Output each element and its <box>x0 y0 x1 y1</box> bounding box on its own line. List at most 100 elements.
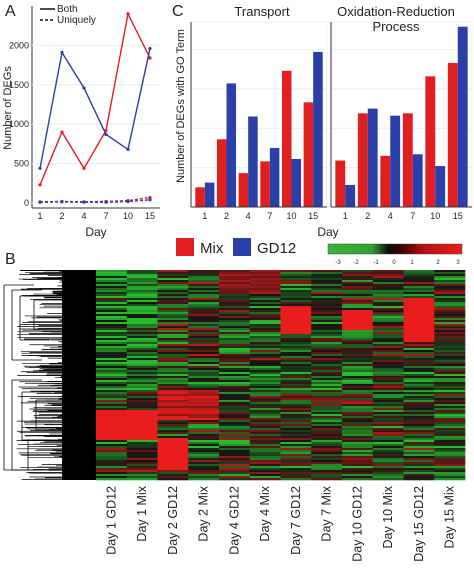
heatmap-cell <box>403 284 435 287</box>
heatmap-cell <box>157 290 189 293</box>
heatmap-cell <box>96 374 128 377</box>
heatmap-cell <box>403 280 435 283</box>
heatmap-cell <box>96 322 128 325</box>
heatmap-cell <box>188 380 220 383</box>
heatmap-cell <box>434 414 466 417</box>
heatmap-cell <box>434 294 466 297</box>
heatmap-cell <box>280 288 312 291</box>
heatmap-cell <box>249 282 281 285</box>
heatmap-cell <box>157 416 189 419</box>
heatmap-cell <box>342 374 374 377</box>
heatmap-cell <box>188 362 220 365</box>
heatmap-cell <box>342 338 374 341</box>
heatmap-cell <box>434 468 466 471</box>
heatmap-cell <box>96 314 128 317</box>
panel-c-x-tick-label: 7 <box>267 211 272 221</box>
heatmap-cell <box>249 404 281 407</box>
panel-label-b: B <box>5 251 16 268</box>
heatmap-cell <box>342 372 374 375</box>
heatmap-cell <box>311 312 343 315</box>
heatmap-cell <box>157 428 189 431</box>
heatmap-cell <box>311 474 343 477</box>
heatmap-cell <box>342 340 374 343</box>
heatmap-cell <box>434 370 466 373</box>
panel-a-x-tick-label: 7 <box>103 211 108 221</box>
heatmap-cell <box>372 352 404 355</box>
heatmap-cell <box>157 464 189 467</box>
heatmap-cell <box>96 316 128 319</box>
heatmap-cell <box>403 298 435 301</box>
heatmap-cell <box>188 440 220 443</box>
heatmap-cell <box>280 406 312 409</box>
heatmap-cell <box>280 438 312 441</box>
heatmap-cell <box>342 466 374 469</box>
heatmap-cell <box>219 356 251 359</box>
panel-a-point <box>148 195 152 200</box>
heatmap-cell <box>188 300 220 303</box>
heatmap-cell <box>342 412 374 415</box>
heatmap-cell <box>403 384 435 387</box>
heatmap-cell <box>403 416 435 419</box>
heatmap-cell <box>342 408 374 411</box>
heatmap-cell <box>434 462 466 465</box>
heatmap-cell <box>434 436 466 439</box>
heatmap-cell <box>157 282 189 285</box>
heatmap-cell <box>372 292 404 295</box>
heatmap-cell <box>157 454 189 457</box>
heatmap-cell <box>372 442 404 445</box>
heatmap-cell <box>280 334 312 337</box>
heatmap-cell <box>434 296 466 299</box>
heatmap-cell <box>434 352 466 355</box>
heatmap-cell <box>157 344 189 347</box>
heatmap-cell <box>280 464 312 467</box>
heatmap-cell <box>280 296 312 299</box>
heatmap-column-label: Day 10 Mix <box>381 485 395 548</box>
heatmap-cell <box>157 438 189 441</box>
heatmap-cell <box>434 476 466 479</box>
heatmap-cell <box>280 348 312 351</box>
heatmap-cell <box>219 358 251 361</box>
heatmap-cell <box>157 460 189 463</box>
heatmap-cell <box>96 336 128 339</box>
heatmap-cell <box>157 374 189 377</box>
heatmap-cell <box>96 318 128 321</box>
heatmap-cell <box>219 430 251 433</box>
heatmap-cell <box>372 388 404 391</box>
panel-c-bar-gd12 <box>412 154 423 207</box>
heatmap-cell <box>311 380 343 383</box>
heatmap-cell <box>280 320 312 323</box>
heatmap-cell <box>157 328 189 331</box>
heatmap-cell <box>157 470 189 473</box>
heatmap-cell <box>126 414 158 417</box>
heatmap-cell <box>434 346 466 349</box>
heatmap-cell <box>188 408 220 411</box>
heatmap-cell <box>403 288 435 291</box>
heatmap-cell <box>280 422 312 425</box>
heatmap-cell <box>126 302 158 305</box>
heatmap-cell <box>219 402 251 405</box>
heatmap-cell <box>219 432 251 435</box>
heatmap-cell <box>219 310 251 313</box>
panel-a-point <box>38 166 42 170</box>
heatmap-cell <box>403 338 435 341</box>
legend-mix-label: Mix <box>200 240 224 257</box>
heatmap-cell <box>249 406 281 409</box>
heatmap-cell <box>280 342 312 345</box>
heatmap-cell <box>188 294 220 297</box>
heatmap-cell <box>280 290 312 293</box>
heatmap-cell <box>126 378 158 381</box>
heatmap-cell <box>342 322 374 325</box>
heatmap-cell <box>188 332 220 335</box>
heatmap-cell <box>434 466 466 469</box>
heatmap-cell <box>372 326 404 329</box>
heatmap-cell <box>157 340 189 343</box>
heatmap-cell <box>126 422 158 425</box>
heatmap-cell <box>249 274 281 277</box>
heatmap-cell <box>157 356 189 359</box>
heatmap-cell <box>280 476 312 479</box>
heatmap-cell <box>372 302 404 305</box>
heatmap-cell <box>372 356 404 359</box>
heatmap-cell <box>403 344 435 347</box>
heatmap-cell <box>157 462 189 465</box>
heatmap-cell <box>311 438 343 441</box>
